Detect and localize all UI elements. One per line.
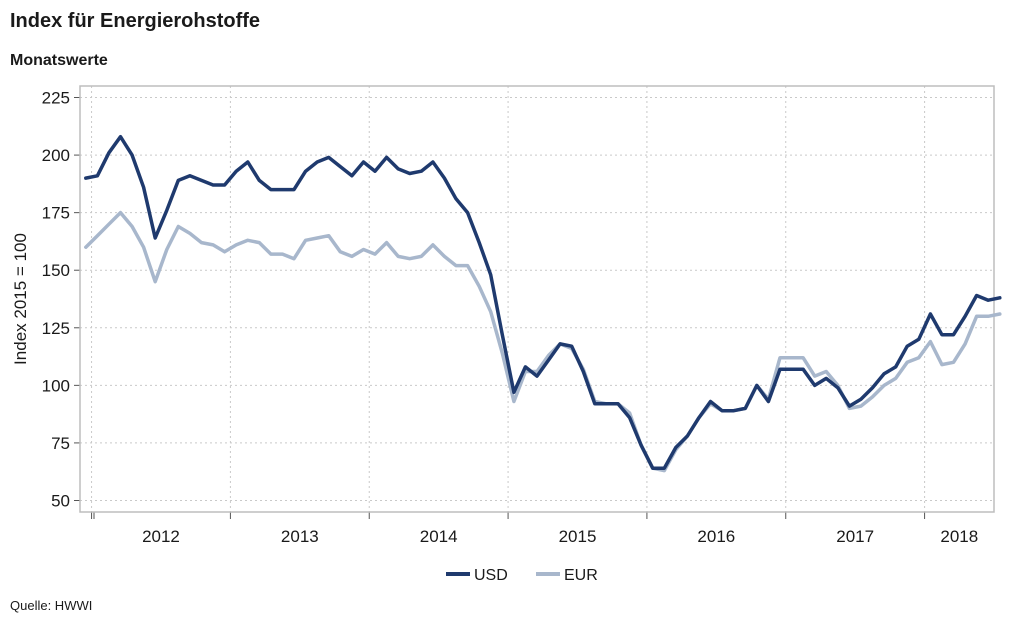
- y-axis-title: Index 2015 = 100: [11, 233, 30, 365]
- x-tick-label: 2014: [420, 527, 458, 546]
- chart-title: Index für Energierohstoffe: [10, 10, 261, 32]
- y-tick-label: 75: [51, 434, 70, 453]
- y-tick-label: 225: [42, 89, 70, 108]
- y-tick-label: 100: [42, 376, 70, 395]
- x-tick-label: 2018: [940, 527, 978, 546]
- chart-subtitle: Monatswerte: [10, 52, 108, 69]
- x-tick-label: 2012: [142, 527, 180, 546]
- series-line-usd: [84, 134, 1002, 470]
- x-tick-label: 2015: [559, 527, 597, 546]
- source-note: Quelle: HWWI: [10, 598, 93, 613]
- legend-label-usd: USD: [474, 567, 508, 584]
- y-tick-label: 200: [42, 146, 70, 165]
- y-tick-label: 125: [42, 319, 70, 338]
- x-tick-label: 2016: [697, 527, 735, 546]
- y-tick-label: 150: [42, 261, 70, 280]
- x-tick-label: 2017: [836, 527, 874, 546]
- y-tick-label: 50: [51, 491, 70, 510]
- y-tick-label: 175: [42, 204, 70, 223]
- x-tick-label: 2013: [281, 527, 319, 546]
- legend-label-eur: EUR: [564, 567, 598, 584]
- plot-border: [79, 85, 995, 513]
- series-line-eur: [84, 210, 1002, 473]
